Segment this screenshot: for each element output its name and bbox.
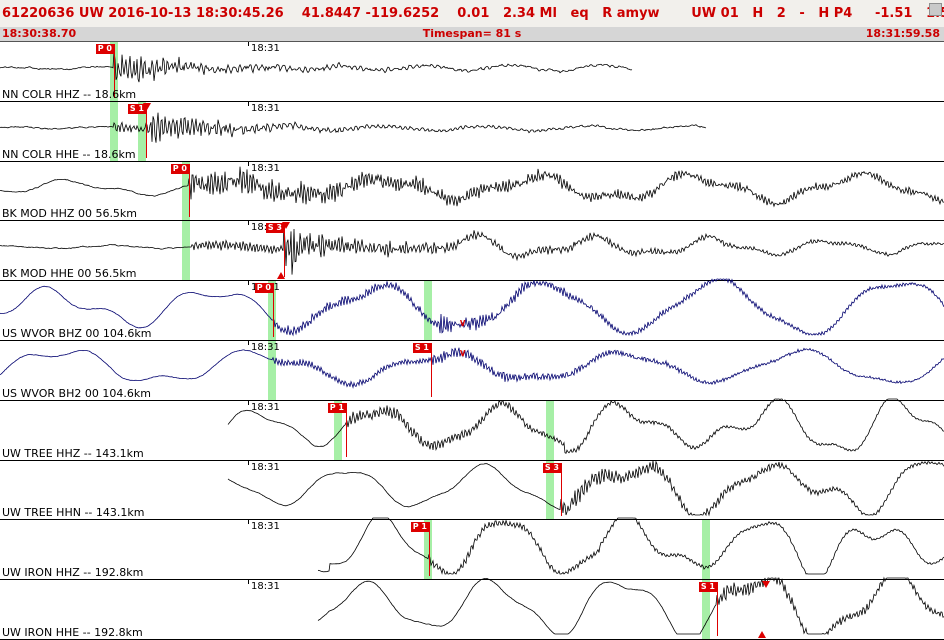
phase-pick-line[interactable] <box>429 522 430 577</box>
trace-row-8[interactable]: 18:31 S 3 UW TREE HHN -- 143.1km <box>0 459 944 521</box>
waveform[interactable] <box>0 517 944 580</box>
station-label: NN COLR HHZ -- 18.6km <box>2 87 137 101</box>
time-tick-label: 18:31 <box>251 341 280 353</box>
time-tick <box>248 161 249 166</box>
window-end-time: 18:31:59.58 <box>865 27 940 40</box>
phase-pick-line[interactable] <box>717 582 718 636</box>
arrival-window-band <box>702 520 710 580</box>
phase-pick-line[interactable] <box>273 283 274 337</box>
time-window-bar: 18:30:38.70 Timespan= 81 s 18:31:59.58 <box>0 27 944 42</box>
arrival-window-band <box>182 161 190 221</box>
phase-pick-flag[interactable]: S 3 <box>265 223 284 234</box>
phase-pick-line[interactable] <box>561 462 562 517</box>
waveform[interactable] <box>0 278 944 341</box>
phase-pick-flag[interactable]: P 1 <box>327 402 346 413</box>
event-info: 61220636 UW 2016-10-13 18:30:45.26 41.84… <box>2 6 944 21</box>
time-tick <box>248 400 249 405</box>
trace-row-2[interactable]: 18:31 S 1 NN COLR HHE -- 18.6km <box>0 101 944 162</box>
time-tick <box>248 42 249 46</box>
arrival-window-band <box>424 281 432 340</box>
phase-pick-flag[interactable]: P 0 <box>254 283 273 294</box>
time-tick-label: 18:31 <box>251 521 280 533</box>
trace-row-4[interactable]: 18:31S 3 BK MOD HHE 00 56.5km <box>0 221 944 282</box>
phase-pick-flag[interactable]: S 1 <box>412 342 431 353</box>
time-tick <box>248 520 249 525</box>
station-label: BK MOD HHE 00 56.5km <box>2 267 137 281</box>
station-label: UW IRON HHE -- 192.8km <box>2 625 143 639</box>
trace-row-9[interactable]: 18:31 P 1 UW IRON HHZ -- 192.8km <box>0 517 944 581</box>
waveform[interactable] <box>0 102 944 162</box>
station-label: NN COLR HHE -- 18.6km <box>2 147 136 161</box>
arrival-window-band <box>182 221 190 281</box>
arrival-window-band <box>702 580 710 639</box>
time-tick <box>248 580 249 585</box>
station-label: UW IRON HHZ -- 192.8km <box>2 566 144 580</box>
time-tick-label: 18:31 <box>251 162 280 174</box>
time-tick <box>248 221 249 226</box>
station-label: US WVOR BHZ 00 104.6km <box>2 326 152 340</box>
arrival-window-band <box>546 460 554 520</box>
amplitude-marker: ∨ <box>459 347 467 359</box>
time-tick-label: 18:31 <box>251 222 280 233</box>
trace-row-1[interactable]: 18:31 P 0 NN COLR HHZ -- 18.6km <box>0 42 944 102</box>
amplitude-marker: ∨ <box>459 318 467 330</box>
trace-row-10[interactable]: 18:31 S 1 UW IRON HHE -- 192.8km <box>0 576 944 640</box>
event-header: 61220636 UW 2016-10-13 18:30:45.26 41.84… <box>0 0 944 27</box>
phase-pick-flag[interactable]: S 1 <box>127 103 146 114</box>
arrival-window-band <box>546 400 554 460</box>
phase-pick-line[interactable] <box>146 103 147 158</box>
waveform[interactable] <box>0 42 944 102</box>
time-tick <box>248 281 249 286</box>
waveform[interactable] <box>0 576 944 640</box>
station-label: UW TREE HHZ -- 143.1km <box>2 446 144 460</box>
coda-marker <box>758 630 766 638</box>
time-tick-label: 18:31 <box>251 43 280 54</box>
phase-pick-line[interactable] <box>189 163 190 218</box>
time-tick-label: 18:31 <box>251 102 280 114</box>
phase-pick-flag[interactable]: P 0 <box>170 163 189 174</box>
waveform[interactable] <box>0 162 944 222</box>
trace-row-6[interactable]: 18:31 S 1 ∨ US WVOR BH2 00 104.6km <box>0 340 944 401</box>
coda-marker <box>143 102 151 110</box>
waveform[interactable] <box>0 221 944 281</box>
coda-marker <box>277 272 285 280</box>
trace-area[interactable]: 18:31 P 0 NN COLR HHZ -- 18.6km 18:31 S 1 NN … <box>0 42 944 640</box>
phase-pick-line[interactable] <box>284 223 285 278</box>
arrival-window-band <box>138 101 146 161</box>
arrival-window-band <box>110 101 118 161</box>
arrival-window-band <box>268 281 276 340</box>
trace-row-7[interactable]: 18:31 P 1 UW TREE HHZ -- 143.1km <box>0 398 944 461</box>
coda-marker <box>282 222 290 230</box>
arrival-window-band <box>424 520 432 580</box>
phase-pick-flag[interactable]: P 1 <box>410 522 429 533</box>
trace-row-3[interactable]: 18:31 P 0 BK MOD HHZ 00 56.5km <box>0 161 944 222</box>
arrival-window-band <box>334 400 342 460</box>
time-tick <box>248 460 249 465</box>
time-tick <box>248 340 249 345</box>
trace-row-5[interactable]: 18:31P 0∨US WVOR BHZ 00 104.6km <box>0 278 944 341</box>
arrival-window-band <box>268 340 276 400</box>
phase-pick-line[interactable] <box>431 342 432 397</box>
time-tick <box>248 101 249 106</box>
station-label: BK MOD HHZ 00 56.5km <box>2 207 138 221</box>
waveform[interactable] <box>0 459 944 521</box>
waveform[interactable] <box>0 398 944 461</box>
time-tick-label: 18:31 <box>251 581 280 593</box>
time-tick-label: 18:31 <box>251 461 280 473</box>
phase-pick-line[interactable] <box>114 44 115 98</box>
waveform[interactable] <box>0 341 944 401</box>
corner-button[interactable] <box>929 3 942 16</box>
phase-pick-flag[interactable]: S 1 <box>698 582 717 593</box>
timespan-label: Timespan= 81 s <box>422 27 522 40</box>
station-label: UW TREE HHN -- 143.1km <box>2 506 145 520</box>
phase-pick-flag[interactable]: S 3 <box>542 462 561 473</box>
coda-marker <box>762 581 770 589</box>
window-start-time: 18:30:38.70 <box>2 27 77 40</box>
station-label: US WVOR BH2 00 104.6km <box>2 386 151 400</box>
phase-pick-line[interactable] <box>346 402 347 457</box>
time-tick-label: 18:31 <box>251 401 280 413</box>
phase-pick-flag[interactable]: P 0 <box>95 44 114 54</box>
